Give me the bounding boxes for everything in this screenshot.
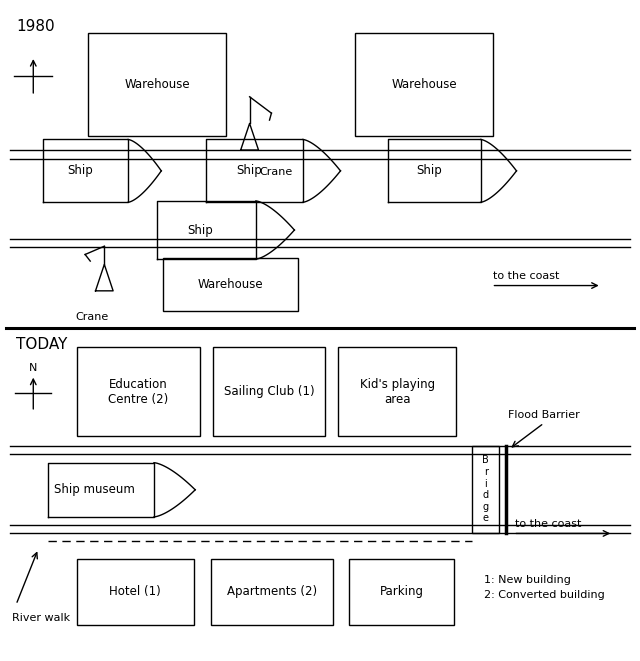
Bar [355,33,493,136]
Bar [77,559,194,625]
Text: Warehouse: Warehouse [391,78,457,91]
Text: Ship museum: Ship museum [54,483,135,496]
Text: Sailing Club (1): Sailing Club (1) [224,385,314,398]
Text: B
r
i
d
g
e: B r i d g e [483,455,489,524]
Bar [338,347,456,436]
Bar [211,559,333,625]
Bar [472,446,499,533]
Text: Warehouse: Warehouse [124,78,190,91]
Text: Kid's playing
area: Kid's playing area [360,377,435,406]
Text: Ship: Ship [236,165,262,177]
Text: Flood Barrier: Flood Barrier [508,410,580,420]
Text: Crane: Crane [259,167,292,176]
Text: Parking: Parking [380,585,424,598]
Text: to the coast: to the coast [515,519,581,529]
Text: 2: Converted building: 2: Converted building [484,590,605,600]
Bar [163,258,298,311]
Bar [349,559,454,625]
Text: Ship: Ship [416,165,442,177]
Text: to the coast: to the coast [493,271,559,281]
Bar [77,347,200,436]
Text: Education
Centre (2): Education Centre (2) [108,377,169,406]
Text: 1: New building: 1: New building [484,575,572,585]
Text: Warehouse: Warehouse [198,278,263,291]
Text: River walk: River walk [12,613,70,623]
Bar [213,347,325,436]
Text: N: N [29,364,38,373]
Text: Ship: Ship [67,165,93,177]
Text: TODAY: TODAY [16,337,67,352]
Text: Hotel (1): Hotel (1) [109,585,161,598]
Text: Apartments (2): Apartments (2) [227,585,317,598]
Text: Crane: Crane [76,312,109,322]
Text: Ship: Ship [188,223,213,237]
Text: 1980: 1980 [16,19,54,34]
Bar [88,33,226,136]
